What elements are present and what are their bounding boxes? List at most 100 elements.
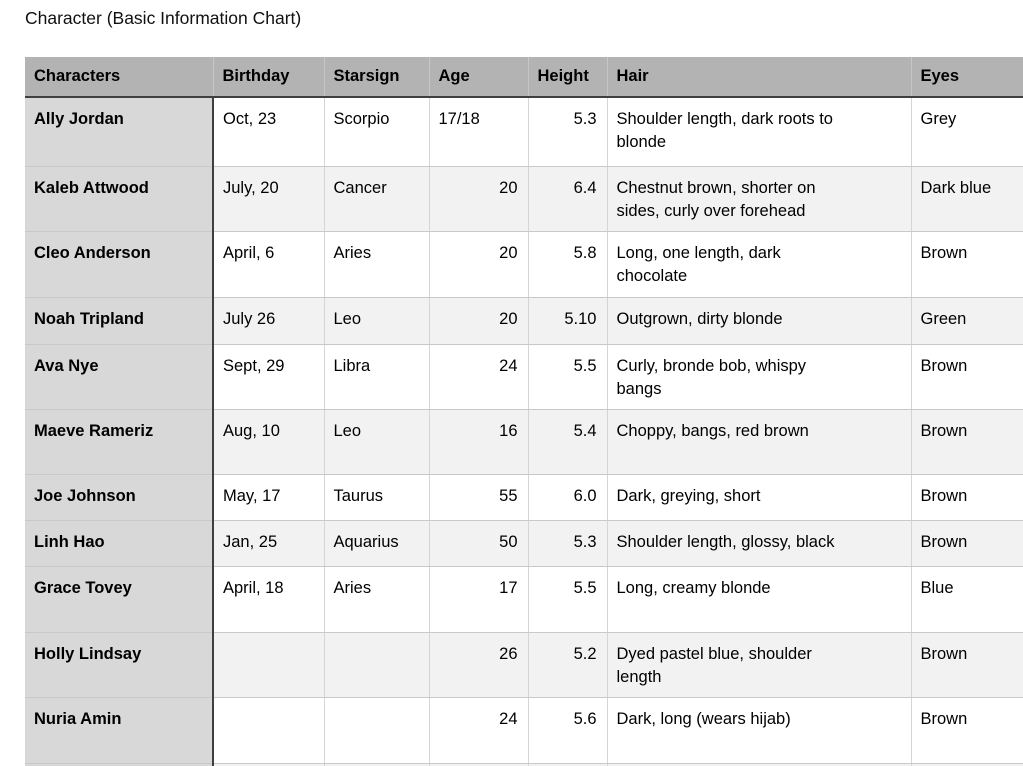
cell-birthday[interactable]: Sept, 29	[212, 344, 324, 410]
cell-starsign[interactable]: Cancer	[323, 166, 429, 232]
cell-hair[interactable]: Shoulder length, glossy, black	[606, 520, 911, 567]
cell-hair[interactable]: Long, one length, dark chocolate	[606, 231, 911, 298]
cell-hair[interactable]: Outgrown, dirty blonde	[606, 297, 911, 345]
cell-height[interactable]: 5.5	[527, 566, 607, 633]
cell-birthday[interactable]: April, 18	[212, 566, 324, 633]
cell-character[interactable]: Joe Johnson	[25, 474, 214, 521]
header-cell-eyes[interactable]: Eyes	[910, 57, 1023, 98]
cell-hair[interactable]: Dark, greying, short	[606, 474, 911, 521]
cell-age	[428, 763, 528, 766]
cell-eyes[interactable]: Grey	[910, 97, 1023, 167]
cell-birthday[interactable]	[212, 632, 324, 698]
table-row: Ava Nye Sept, 29 Libra 24 5.5 Curly, bronde b…	[25, 344, 1023, 410]
cell-starsign[interactable]	[323, 697, 429, 764]
table-header-row: Characters Birthday Starsign Age Height …	[25, 57, 1023, 98]
cell-height[interactable]: 6.4	[527, 166, 607, 232]
cell-character[interactable]: Ava Nye	[25, 344, 214, 410]
table-row: Nuria Amin 24 5.6 Dark, long (wears hijab) B…	[25, 697, 1023, 764]
cell-birthday	[212, 763, 324, 766]
cell-character[interactable]: Holly Lindsay	[25, 632, 214, 698]
cell-height	[527, 763, 607, 766]
cell-starsign[interactable]: Aries	[323, 566, 429, 633]
cell-height[interactable]: 6.0	[527, 474, 607, 521]
cell-eyes[interactable]: Brown	[910, 231, 1023, 298]
table-body: Ally Jordan Oct, 23 Scorpio 17/18 5.3 Shoulde…	[25, 97, 1023, 766]
cell-starsign[interactable]: Aquarius	[323, 520, 429, 567]
cell-character[interactable]: Maeve Rameriz	[25, 409, 214, 475]
cell-birthday[interactable]: Aug, 10	[212, 409, 324, 475]
cell-hair[interactable]: Long, creamy blonde	[606, 566, 911, 633]
cell-eyes[interactable]: Brown	[910, 409, 1023, 475]
cell-character[interactable]: Ally Jordan	[25, 97, 214, 167]
cell-eyes[interactable]: Brown	[910, 632, 1023, 698]
cell-birthday[interactable]: May, 17	[212, 474, 324, 521]
table-row: Maeve Rameriz Aug, 10 Leo 16 5.4 Choppy, bang…	[25, 409, 1023, 475]
cell-starsign[interactable]: Leo	[323, 409, 429, 475]
cell-birthday[interactable]: July, 20	[212, 166, 324, 232]
cell-character[interactable]: Kaleb Attwood	[25, 166, 214, 232]
cell-height[interactable]: 5.2	[527, 632, 607, 698]
cell-age[interactable]: 50	[428, 520, 528, 567]
table-row: Joe Johnson May, 17 Taurus 55 6.0 Dark, greyi…	[25, 474, 1023, 521]
cell-hair[interactable]: Shoulder length, dark roots to blonde	[606, 97, 911, 167]
header-cell-height[interactable]: Height	[527, 57, 607, 98]
cell-height[interactable]: 5.5	[527, 344, 607, 410]
cell-starsign[interactable]: Leo	[323, 297, 429, 345]
cell-character[interactable]: Nuria Amin	[25, 697, 214, 764]
cell-birthday[interactable]: April, 6	[212, 231, 324, 298]
cell-eyes[interactable]: Dark blue	[910, 166, 1023, 232]
cell-hair[interactable]: Curly, bronde bob, whispy bangs	[606, 344, 911, 410]
cell-starsign[interactable]: Libra	[323, 344, 429, 410]
header-cell-age[interactable]: Age	[428, 57, 528, 98]
cell-hair[interactable]: Choppy, bangs, red brown	[606, 409, 911, 475]
character-table: Characters Birthday Starsign Age Height …	[25, 57, 1023, 766]
cell-character[interactable]: Cleo Anderson	[25, 231, 214, 298]
cell-height[interactable]: 5.10	[527, 297, 607, 345]
cell-birthday[interactable]: July 26	[212, 297, 324, 345]
cell-starsign[interactable]: Scorpio	[323, 97, 429, 167]
cell-age[interactable]: 20	[428, 297, 528, 345]
cell-age[interactable]: 24	[428, 344, 528, 410]
cell-age[interactable]: 20	[428, 231, 528, 298]
cell-starsign[interactable]: Taurus	[323, 474, 429, 521]
cell-eyes[interactable]: Brown	[910, 697, 1023, 764]
cell-character[interactable]: Noah Tripland	[25, 297, 214, 345]
cell-hair	[606, 763, 911, 766]
cell-birthday[interactable]: Oct, 23	[212, 97, 324, 167]
header-cell-birthday[interactable]: Birthday	[212, 57, 324, 98]
cell-eyes[interactable]: Brown	[910, 520, 1023, 567]
cell-age[interactable]: 17	[428, 566, 528, 633]
page-title: Character (Basic Information Chart)	[25, 8, 302, 28]
cell-height[interactable]: 5.4	[527, 409, 607, 475]
cell-hair[interactable]: Dyed pastel blue, shoulder length	[606, 632, 911, 698]
cell-birthday[interactable]: Jan, 25	[212, 520, 324, 567]
cell-eyes[interactable]: Green	[910, 297, 1023, 345]
cell-starsign[interactable]: Aries	[323, 231, 429, 298]
cell-age[interactable]: 16	[428, 409, 528, 475]
cell-hair[interactable]: Chestnut brown, shorter on sides, curly …	[606, 166, 911, 232]
cell-height[interactable]: 5.3	[527, 520, 607, 567]
header-cell-starsign[interactable]: Starsign	[323, 57, 429, 98]
cell-character[interactable]: Grace Tovey	[25, 566, 214, 633]
cell-eyes[interactable]: Brown	[910, 474, 1023, 521]
header-cell-hair[interactable]: Hair	[606, 57, 911, 98]
cell-age[interactable]: 24	[428, 697, 528, 764]
cell-age[interactable]: 17/18	[428, 97, 528, 167]
cell-eyes[interactable]: Brown	[910, 344, 1023, 410]
cell-age[interactable]: 20	[428, 166, 528, 232]
cell-age[interactable]: 55	[428, 474, 528, 521]
cell-eyes[interactable]: Blue	[910, 566, 1023, 633]
table-row: Noah Tripland July 26 Leo 20 5.10 Outgrown, d…	[25, 297, 1023, 345]
cell-character[interactable]: Linh Hao	[25, 520, 214, 567]
header-cell-characters[interactable]: Characters	[25, 57, 213, 98]
cell-height[interactable]: 5.6	[527, 697, 607, 764]
cell-age[interactable]: 26	[428, 632, 528, 698]
cell-starsign	[323, 763, 429, 766]
cell-birthday[interactable]	[212, 697, 324, 764]
table-row: Grace Tovey April, 18 Aries 17 5.5 Long, crea…	[25, 566, 1023, 633]
cell-starsign[interactable]	[323, 632, 429, 698]
table-row: Linh Hao Jan, 25 Aquarius 50 5.3 Shoulder len…	[25, 520, 1023, 567]
cell-height[interactable]: 5.3	[527, 97, 607, 167]
cell-hair[interactable]: Dark, long (wears hijab)	[606, 697, 911, 764]
cell-height[interactable]: 5.8	[527, 231, 607, 298]
